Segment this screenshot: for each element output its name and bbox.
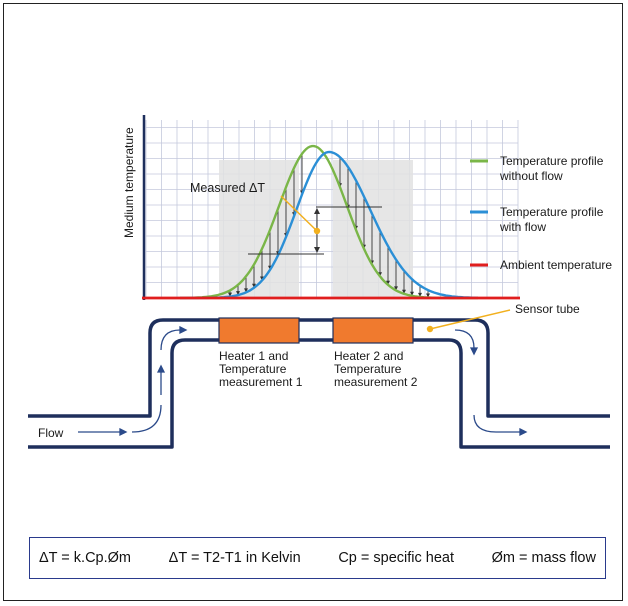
chart-grid bbox=[145, 120, 519, 299]
difference-arrow-head bbox=[260, 276, 264, 281]
flow-arrow-top-right-head bbox=[469, 347, 479, 356]
difference-arrow-head bbox=[386, 280, 390, 285]
heater2-label-line3: measurement 2 bbox=[334, 375, 418, 389]
legend: Temperature profile without flow Tempera… bbox=[470, 154, 612, 272]
difference-arrow-head bbox=[402, 289, 406, 294]
flow-arrow-inlet-head bbox=[119, 427, 128, 437]
y-axis-label: Medium temperature bbox=[122, 127, 136, 238]
formula-box: ΔT = k.Cp.Øm ΔT = T2-T1 in Kelvin Cp = s… bbox=[29, 537, 606, 579]
heater1-label-line3: measurement 1 bbox=[219, 375, 303, 389]
delta-t-leader-line bbox=[280, 195, 318, 232]
heater1-label-line1: Heater 1 and bbox=[219, 349, 288, 363]
difference-arrow-head bbox=[236, 291, 240, 296]
flow-arrow-top-right bbox=[454, 329, 475, 349]
flow-arrow-outlet-head bbox=[519, 427, 528, 437]
heater2-label-line1: Heater 2 and bbox=[334, 349, 403, 363]
delta-t-arrowhead-bottom bbox=[314, 247, 320, 253]
legend-label-ambient: Ambient temperature bbox=[500, 258, 612, 272]
legend-label-with-flow-2: with flow bbox=[499, 220, 546, 234]
sensor-tube-label: Sensor tube bbox=[515, 302, 580, 316]
heater1-label-line2: Temperature bbox=[219, 362, 287, 376]
sensor-tube-leader-dot bbox=[426, 325, 434, 333]
formula-delta-t-definition: ΔT = T2-T1 in Kelvin bbox=[168, 550, 301, 566]
difference-arrow-head bbox=[410, 291, 414, 296]
difference-arrow-head bbox=[426, 293, 430, 298]
delta-t-arrowhead-top bbox=[314, 208, 320, 214]
flow-arrow-bend-1 bbox=[131, 404, 162, 433]
flow-arrow-top-left bbox=[160, 329, 181, 351]
legend-label-without-flow-2: without flow bbox=[499, 169, 563, 183]
legend-label-with-flow-1: Temperature profile bbox=[500, 205, 604, 219]
legend-label-without-flow-1: Temperature profile bbox=[500, 154, 604, 168]
formula-mass-flow-definition: Øm = mass flow bbox=[491, 550, 596, 566]
heater2-shading bbox=[333, 160, 413, 298]
figure-frame bbox=[3, 3, 623, 601]
difference-arrow-head bbox=[418, 292, 422, 297]
formula-delta-t-equation: ΔT = k.Cp.Øm bbox=[39, 550, 132, 566]
difference-arrow-head bbox=[244, 288, 248, 293]
flow-arrow-riser-head bbox=[156, 364, 166, 373]
sensor-tube-leader-line bbox=[429, 309, 511, 330]
pipe-outer-wall bbox=[28, 318, 610, 418]
pipe-inner-wall bbox=[28, 338, 610, 449]
difference-arrow-head bbox=[394, 286, 398, 291]
heater-2 bbox=[332, 317, 414, 344]
difference-arrow-head bbox=[228, 292, 232, 297]
formula-cp-definition: Cp = specific heat bbox=[338, 550, 454, 566]
flow-arrow-top-left-head bbox=[179, 325, 188, 335]
flow-arrows bbox=[78, 325, 528, 437]
flow-arrow-bend-2 bbox=[473, 414, 497, 433]
delta-t-leader-dot bbox=[313, 227, 321, 235]
heater-1 bbox=[218, 317, 300, 344]
flow-label: Flow bbox=[38, 426, 64, 440]
measured-delta-t-label: Measured ΔT bbox=[190, 181, 265, 195]
difference-arrow-head bbox=[252, 283, 256, 288]
heater2-label-line2: Temperature bbox=[334, 362, 402, 376]
